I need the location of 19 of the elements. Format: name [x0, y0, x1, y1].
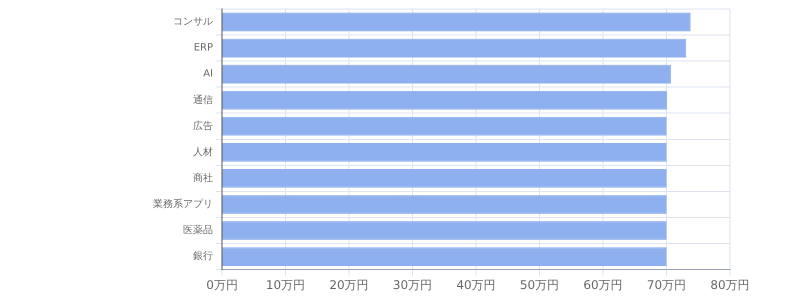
y-tick-label: コンサル	[173, 16, 213, 28]
y-tick-label: 広告	[193, 120, 213, 132]
x-tick-label: 30万円	[392, 278, 432, 292]
y-tick-label: 医薬品	[183, 224, 213, 236]
x-tick-label: 50万円	[520, 278, 560, 292]
y-tick-label: 通信	[193, 94, 213, 106]
x-tick-label: 40万円	[456, 278, 496, 292]
x-tick-label: 70万円	[646, 278, 686, 292]
x-tick-label: 80万円	[710, 278, 750, 292]
x-tick-label: 0万円	[206, 278, 238, 292]
y-tick-label: 人材	[193, 146, 213, 158]
y-tick-label: 業務系アプリ	[153, 198, 213, 210]
y-tick-label: AI	[203, 68, 213, 80]
x-tick-label: 60万円	[583, 278, 623, 292]
y-tick-label: ERP	[194, 42, 213, 54]
x-tick-label: 20万円	[329, 278, 369, 292]
y-tick-label: 銀行	[193, 251, 213, 262]
y-tick-label: 商社	[193, 172, 213, 184]
x-tick-label: 10万円	[266, 278, 306, 292]
